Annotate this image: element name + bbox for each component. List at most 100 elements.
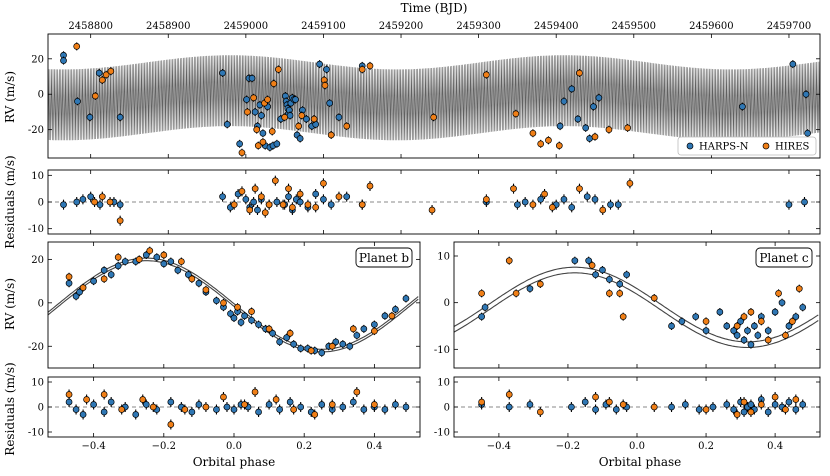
timeseries-residuals-hires-point [529, 201, 537, 209]
phase-c-rv-hires-point [764, 336, 772, 344]
phase-c-rv-harps-point [692, 313, 700, 321]
phase-b-rv-hires-point [388, 312, 396, 320]
timeseries-hires-point [605, 126, 613, 134]
timeseries-residuals-harps-point [514, 201, 521, 209]
phase-b-rv-harps-point [276, 338, 283, 346]
phase-c-residuals-xtick-label: 0.4 [767, 441, 783, 452]
timeseries-hires-point [102, 71, 110, 79]
phase-b-rv-harps-point [121, 258, 129, 265]
phase-b-rv-ytick-label: -20 [28, 342, 44, 353]
timeseries-residuals-harps-point [343, 193, 351, 201]
phase-b-rv-harps-point [185, 271, 192, 278]
phase-b-rv-annotation-box [355, 247, 413, 268]
timeseries-rv-xtick-label: 2459600 [689, 21, 734, 32]
timeseries-residuals-harps-point [607, 201, 614, 209]
model-band [48, 55, 820, 141]
phase-b-residuals-hires-point [290, 406, 298, 413]
timeseries-residuals-hires-point [246, 206, 254, 214]
phase-b-rv-harps-point [318, 349, 326, 357]
phase-c-rv-hires-point [478, 289, 485, 297]
phase-b-rv-hires-point [160, 251, 168, 259]
phase-c-residuals-ytick-label: -10 [434, 428, 450, 439]
timeseries-residuals-harps-point [116, 201, 124, 209]
phase-c-rv-harps-point [771, 308, 779, 316]
phase-b-residuals-harps-point [318, 401, 326, 408]
timeseries-hires-point [327, 131, 335, 139]
timeseries-residuals-hires-point [279, 201, 287, 209]
timeseries-harps-point [335, 113, 343, 121]
phase-b-residuals-harps-point [265, 401, 273, 408]
legend-marker-harps [686, 142, 694, 150]
phase-c-rv-harps-point [592, 271, 599, 279]
timeseries-residuals-hires-point [312, 203, 320, 211]
timeseries-residuals-harps-point [312, 190, 320, 198]
phase-b-residuals-harps-point [132, 411, 140, 418]
phase-b-rv-hires-point [100, 275, 108, 283]
phase-c-rv-harps-point [764, 327, 772, 335]
timeseries-residuals-hires-point [541, 190, 548, 198]
phase-b-rv-hires-point [146, 247, 154, 255]
phase-c-residuals-hires-point [792, 396, 800, 403]
phase-b-residuals-hires-point [353, 388, 361, 396]
phase-c-rv-model-lower [454, 272, 819, 349]
timeseries-residuals-hires-point [251, 185, 259, 193]
timeseries-hires-point [275, 66, 282, 73]
timeseries-hires-point [268, 128, 276, 135]
phase-b-rv-hires-point [178, 258, 185, 265]
phase-b-residuals-harps-point [360, 406, 368, 413]
timeseries-rv-xtick-label: 2459100 [301, 21, 346, 32]
timeseries-residuals-hires-point [106, 198, 114, 206]
phase-c-rv-harps-point [747, 341, 755, 349]
timeseries-hires-point [270, 80, 278, 87]
timeseries-residuals-hires-point [91, 198, 98, 206]
phase-b-residuals-hires-point [181, 406, 189, 413]
timeseries-residuals-hires-point [265, 201, 273, 209]
phase-b-residuals-harps-point [392, 401, 399, 408]
phase-b-rv-harps-point [290, 340, 298, 348]
timeseries-harps-point [739, 103, 746, 110]
phase-b-rv-harps-point [174, 266, 182, 274]
timeseries-hires-point [591, 133, 599, 141]
phase-c-rv-harps-point [754, 331, 762, 339]
phase-b-rv-harps-point [381, 312, 389, 320]
timeseries-hires-point [430, 113, 437, 121]
phase-b-residuals-hires-point [328, 401, 336, 408]
timeseries-residuals-hires-point [335, 193, 343, 201]
phase-c-rv-harps-point [668, 322, 675, 330]
timeseries-residuals-ytick-label: 0 [38, 198, 44, 209]
timeseries-harps-point [251, 108, 259, 116]
legend-label-hires: HIRES [775, 142, 810, 153]
phase-b-residuals-ytick-label: 0 [38, 403, 44, 414]
phase-c-residuals-harps-point [568, 403, 575, 411]
phase-b-residuals-hires-point [311, 411, 319, 418]
phase-b-rv-harps-point [402, 295, 410, 302]
phase-c-residuals-xtick-label: 0.2 [698, 441, 714, 452]
phase-c-rv-annotation-box [755, 247, 813, 268]
phase-b-rv-harps-point [100, 266, 108, 274]
phase-c-rv-harps-point [716, 308, 724, 316]
timeseries-harps-point [804, 129, 811, 137]
timeseries-residuals-harps-point [568, 203, 576, 211]
timeseries-harps-point [60, 57, 67, 64]
phase-b-residuals-plot [65, 387, 410, 430]
phase-c-rv-harps-point [778, 299, 786, 307]
timeseries-rv-plot [48, 42, 820, 157]
timeseries-residuals-harps-point [583, 193, 591, 201]
top-x-axis-label: Time (BJD) [401, 1, 468, 15]
timeseries-rv-ytick-label: 20 [31, 54, 44, 65]
timeseries-hires-point [545, 136, 552, 144]
phase-c-rv-harps-point [723, 322, 731, 330]
timeseries-harps-point [292, 96, 299, 103]
timeseries-hires-point [537, 140, 545, 148]
phase-c-rv-harps-point [744, 327, 751, 335]
timeseries-residuals-hires-point [98, 193, 106, 201]
phase-b-rv-harps-point [269, 329, 276, 337]
phase-c-rv-harps-point [616, 280, 624, 288]
timeseries-residuals-harps-point [560, 195, 568, 203]
timeseries-hires-point [244, 108, 251, 116]
timeseries-hires-point [253, 126, 261, 134]
timeseries-harps-point [236, 140, 243, 148]
phase-c-residuals-harps-point [612, 406, 620, 413]
timeseries-harps-point [258, 112, 265, 119]
timeseries-residuals-harps-point [273, 198, 281, 206]
